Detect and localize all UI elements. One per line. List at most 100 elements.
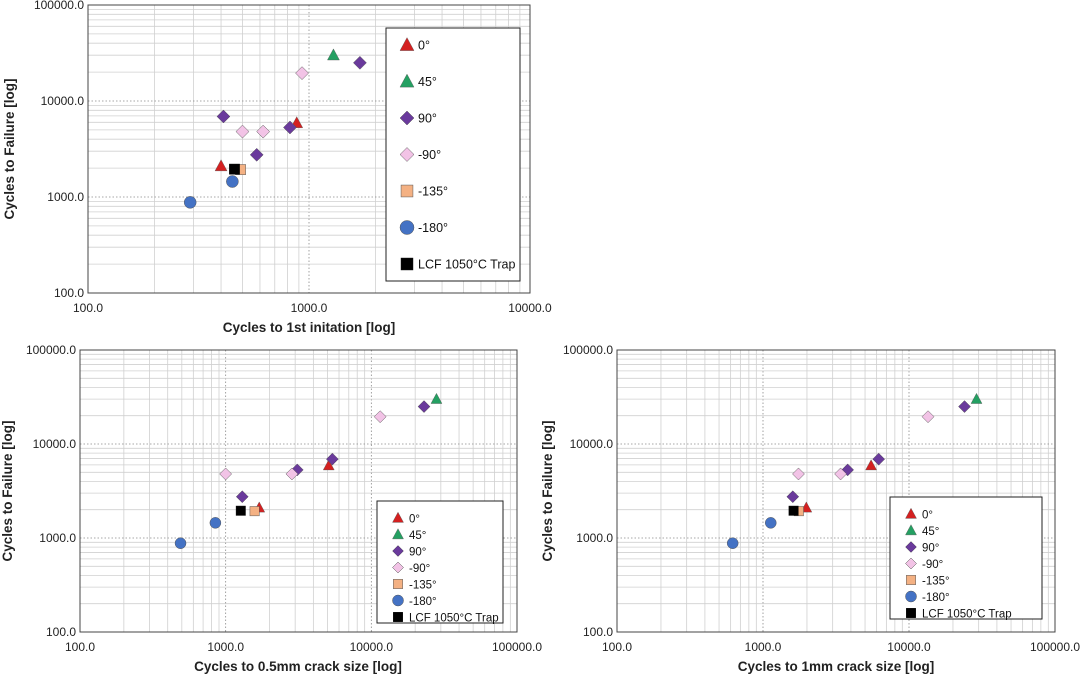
plot-frame bbox=[87, 4, 531, 294]
data-point bbox=[226, 175, 239, 188]
x-axis-label: Cycles to 1mm crack size [log] bbox=[738, 659, 935, 674]
data-point bbox=[958, 400, 971, 413]
x-tick-label: 100.0 bbox=[602, 640, 632, 654]
y-tick-label: 10000.0 bbox=[33, 437, 77, 451]
legend-marker bbox=[905, 524, 917, 536]
data-point bbox=[872, 452, 886, 466]
legend: 0° 45° 90° -90° -135° -180° LCF 1050°C Trap bbox=[385, 27, 521, 282]
data-point bbox=[970, 392, 983, 404]
data-point bbox=[235, 124, 250, 139]
legend-label: LCF 1050°C Trap bbox=[922, 609, 1012, 621]
y-tick-label: 100000.0 bbox=[26, 343, 76, 357]
legend-label: -180° bbox=[409, 596, 437, 608]
x-tick-label: 1000.0 bbox=[745, 640, 782, 654]
legend-marker bbox=[392, 561, 404, 574]
data-point bbox=[256, 124, 270, 139]
chart-crack-05mm: 100.0 1000.0 10000.0 100000.0 100.0 1000.0 100… bbox=[0, 343, 542, 674]
x-tick-label: 10000.0 bbox=[887, 640, 931, 654]
legend-label: -180° bbox=[418, 221, 448, 235]
x-tick-label: 100.0 bbox=[65, 640, 95, 654]
data-point bbox=[322, 459, 335, 471]
legend-marker bbox=[905, 557, 917, 570]
data-point bbox=[249, 506, 260, 517]
legend-label: 90° bbox=[922, 543, 939, 555]
data-point bbox=[183, 196, 197, 209]
legend-marker bbox=[400, 184, 414, 198]
data-points bbox=[183, 48, 367, 209]
x-axis-label: Cycles to 1st initation [log] bbox=[223, 320, 396, 335]
x-tick-label: 10000.0 bbox=[508, 301, 552, 315]
legend-marker bbox=[399, 37, 415, 51]
legend-label: 0° bbox=[418, 39, 430, 53]
y-tick-label: 1000.0 bbox=[39, 531, 76, 545]
data-point bbox=[353, 55, 367, 70]
legend-marker bbox=[393, 612, 403, 622]
data-point bbox=[325, 452, 339, 466]
chart-crack-1mm: 100.0 1000.0 10000.0 100000.0 100.0 1000.0 100… bbox=[540, 343, 1080, 674]
chart-initiation: 100.0 1000.0 10000.0 100.0 1000.0 10000.0 1000… bbox=[2, 0, 552, 335]
data-point bbox=[216, 109, 231, 124]
data-point bbox=[214, 159, 228, 172]
data-point bbox=[327, 48, 340, 61]
legend-label: 0° bbox=[922, 510, 933, 522]
y-tick-label: 1000.0 bbox=[576, 531, 613, 545]
data-point bbox=[249, 147, 264, 162]
x-tick-label: 10000.0 bbox=[350, 640, 394, 654]
legend: 0° 45° 90° -90° -135° -180° LCF 1050°C Trap bbox=[376, 500, 504, 625]
y-tick-label: 100000.0 bbox=[34, 0, 84, 12]
data-point bbox=[726, 537, 739, 549]
legend-marker bbox=[906, 575, 916, 585]
legend-marker bbox=[400, 257, 414, 271]
legend-label: 90° bbox=[418, 112, 437, 126]
data-point bbox=[417, 400, 431, 413]
y-tick-label: 10000.0 bbox=[41, 94, 85, 108]
legend-label: LCF 1050°C Trap bbox=[418, 258, 515, 272]
legend-marker bbox=[905, 590, 917, 603]
legend-marker bbox=[399, 147, 415, 162]
data-point bbox=[430, 392, 443, 404]
data-point bbox=[788, 505, 799, 516]
legend-label: 0° bbox=[409, 514, 420, 526]
y-tick-label: 100.0 bbox=[54, 286, 84, 300]
data-points bbox=[726, 392, 983, 549]
legend-marker bbox=[399, 220, 415, 235]
data-point bbox=[209, 517, 222, 529]
legend-label: 45° bbox=[409, 530, 426, 542]
data-point bbox=[229, 163, 240, 175]
legend-label: -135° bbox=[922, 576, 950, 588]
legend-label: 45° bbox=[922, 526, 939, 538]
data-point bbox=[295, 66, 309, 81]
y-tick-label: 10000.0 bbox=[570, 437, 614, 451]
data-point bbox=[764, 517, 777, 529]
legend-label: -135° bbox=[418, 185, 448, 199]
y-tick-label: 100.0 bbox=[583, 625, 613, 639]
legend-label: -90° bbox=[418, 148, 441, 162]
legend-marker bbox=[392, 594, 404, 607]
data-points bbox=[174, 392, 443, 549]
x-tick-label: 100.0 bbox=[73, 301, 103, 315]
x-tick-label: 1000.0 bbox=[291, 301, 328, 315]
y-tick-label: 100.0 bbox=[46, 625, 76, 639]
y-axis-label: Cycles to Failure [log] bbox=[540, 420, 555, 561]
y-tick-label: 1000.0 bbox=[47, 190, 84, 204]
legend-label: -90° bbox=[409, 563, 430, 575]
data-point bbox=[283, 120, 297, 135]
legend-label: LCF 1050°C Trap bbox=[409, 613, 499, 625]
data-point bbox=[285, 467, 299, 481]
legend-label: -135° bbox=[409, 580, 437, 592]
x-tick-label: 100000.0 bbox=[492, 640, 542, 654]
legend-marker bbox=[392, 545, 404, 557]
x-tick-label: 1000.0 bbox=[207, 640, 244, 654]
y-tick-label: 100000.0 bbox=[563, 343, 613, 357]
data-point bbox=[792, 467, 805, 481]
y-axis-label: Cycles to Failure [log] bbox=[2, 78, 17, 219]
data-point bbox=[786, 490, 800, 504]
legend-marker bbox=[905, 507, 917, 519]
legend-marker bbox=[392, 528, 404, 540]
legend-marker bbox=[392, 511, 404, 523]
x-axis-label: Cycles to 0.5mm crack size [log] bbox=[194, 659, 402, 674]
legend-label: 90° bbox=[409, 547, 426, 559]
data-point bbox=[235, 505, 246, 516]
legend-label: -180° bbox=[922, 592, 950, 604]
